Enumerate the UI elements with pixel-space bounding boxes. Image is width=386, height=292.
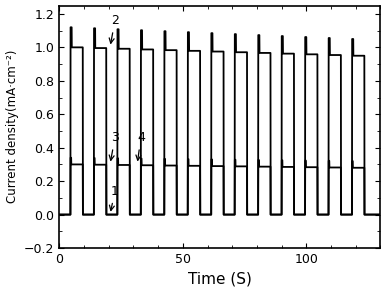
Text: 1: 1 bbox=[110, 185, 119, 211]
Text: 2: 2 bbox=[109, 14, 119, 43]
Y-axis label: Current density(mA·cm⁻²): Current density(mA·cm⁻²) bbox=[5, 50, 19, 204]
Text: 3: 3 bbox=[109, 131, 119, 160]
Text: 4: 4 bbox=[136, 131, 145, 160]
X-axis label: Time (S): Time (S) bbox=[188, 272, 252, 286]
